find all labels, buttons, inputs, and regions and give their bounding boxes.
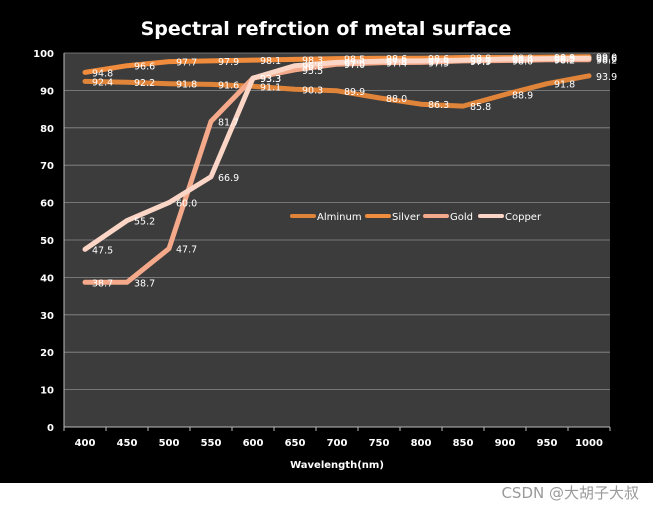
legend-label-aluminum: Alminum xyxy=(317,212,362,223)
data-label-silver: 94.8 xyxy=(92,68,113,79)
chart-title: Spectral refrction of metal surface xyxy=(141,18,512,40)
data-label-gold: 81.7 xyxy=(218,117,239,128)
x-tick-label: 550 xyxy=(201,438,222,449)
y-tick-label: 10 xyxy=(40,386,54,397)
x-tick-label: 800 xyxy=(411,438,432,449)
data-label-gold: 95.5 xyxy=(302,66,323,77)
data-label-silver: 98.1 xyxy=(260,56,281,67)
series-line-copper xyxy=(82,55,592,252)
x-tick-label: 600 xyxy=(243,438,264,449)
gridlines xyxy=(64,52,610,391)
data-label-copper: 97.9 xyxy=(428,57,449,68)
data-label-gold: 38.7 xyxy=(92,278,113,289)
data-label-silver: 97.7 xyxy=(176,58,197,69)
y-tick-label: 100 xyxy=(33,49,54,60)
data-label-gold: 98.2 xyxy=(554,56,575,67)
series-line-aluminum xyxy=(82,73,592,109)
data-label-silver: 98.6 xyxy=(428,54,449,65)
data-label-copper: 97.8 xyxy=(386,57,407,68)
x-axis-title: Wavelength(nm) xyxy=(290,460,384,471)
x-tick-label: 900 xyxy=(495,438,516,449)
data-label-gold: 98.0 xyxy=(512,56,533,67)
x-tick-label: 850 xyxy=(453,438,474,449)
legend-label-copper: Copper xyxy=(505,212,542,223)
data-label-copper: 98.4 xyxy=(512,55,533,66)
data-label-silver: 98.9 xyxy=(554,53,575,64)
data-label-gold: 93.3 xyxy=(260,74,281,85)
data-label-aluminum: 91.8 xyxy=(176,80,197,91)
axes: 0 10 20 30 40 50 60 70 80 90 100 400 450 500 550 600 650… xyxy=(33,49,611,449)
x-tick-label: 650 xyxy=(285,438,306,449)
legend-label-gold: Gold xyxy=(450,212,473,223)
data-label-copper: 60.0 xyxy=(176,199,197,210)
data-label-aluminum: 93.9 xyxy=(596,72,617,83)
y-tick-label: 40 xyxy=(40,273,54,284)
data-labels: 92.4 92.2 91.8 91.6 91.1 90.3 89.9 88.0 86.3 85.8… xyxy=(92,53,617,290)
data-label-silver: 98.3 xyxy=(302,55,323,66)
y-tick-label: 70 xyxy=(40,161,54,172)
data-label-gold: 97.0 xyxy=(344,60,365,71)
data-label-silver: 96.6 xyxy=(134,62,155,73)
x-tick-label: 950 xyxy=(537,438,558,449)
data-label-aluminum: 91.6 xyxy=(218,80,239,91)
data-label-copper: 97.5 xyxy=(344,58,365,69)
data-label-silver: 98.8 xyxy=(512,53,533,64)
x-tick-label: 500 xyxy=(159,438,180,449)
x-tick-label: 1000 xyxy=(575,438,603,449)
data-label-gold: 97.4 xyxy=(386,59,407,70)
data-label-silver: 99.0 xyxy=(596,53,617,64)
legend-label-silver: Silver xyxy=(392,212,421,223)
watermark: CSDN @大胡子大叔 xyxy=(501,484,639,502)
y-tick-label: 20 xyxy=(40,348,54,359)
x-tick-label: 750 xyxy=(369,438,390,449)
x-tick-label: 700 xyxy=(327,438,348,449)
data-label-copper: 98.6 xyxy=(596,54,617,65)
x-tick-label: 450 xyxy=(117,438,138,449)
data-label-copper: 93.3 xyxy=(260,74,281,85)
data-label-silver: 98.8 xyxy=(470,53,491,64)
data-label-copper: 98.5 xyxy=(554,55,575,66)
data-label-aluminum: 90.3 xyxy=(302,85,323,96)
data-label-gold: 38.7 xyxy=(134,278,155,289)
data-label-silver: 97.9 xyxy=(218,57,239,68)
data-label-aluminum: 88.9 xyxy=(512,91,533,102)
data-label-copper: 96.6 xyxy=(302,62,323,73)
data-label-copper: 98.1 xyxy=(470,56,491,67)
x-tick-label: 400 xyxy=(75,438,96,449)
y-tick-label: 60 xyxy=(40,199,54,210)
data-label-copper: 55.2 xyxy=(134,217,155,228)
data-label-gold: 97.9 xyxy=(470,57,491,68)
data-label-aluminum: 88.0 xyxy=(386,94,407,105)
chart-frame: 0 10 20 30 40 50 60 70 80 90 100 400 450 500 550 600 650… xyxy=(0,0,653,483)
data-label-copper: 66.9 xyxy=(218,173,239,184)
data-label-aluminum: 91.8 xyxy=(554,80,575,91)
data-label-copper: 47.5 xyxy=(92,245,113,256)
y-tick-label: 0 xyxy=(47,423,54,434)
data-label-aluminum: 91.1 xyxy=(260,82,281,93)
y-tick-label: 30 xyxy=(40,311,54,322)
data-label-aluminum: 92.4 xyxy=(92,77,113,88)
line-chart: 0 10 20 30 40 50 60 70 80 90 100 400 450 500 550 600 650… xyxy=(33,18,617,471)
legend: Alminum Silver Gold Copper xyxy=(290,212,542,223)
data-label-aluminum: 89.9 xyxy=(344,87,365,98)
y-tick-label: 50 xyxy=(40,236,54,247)
data-label-silver: 98.5 xyxy=(344,55,365,66)
data-label-gold: 98.2 xyxy=(596,56,617,67)
series-lines xyxy=(82,54,592,285)
y-tick-label: 90 xyxy=(40,86,54,97)
data-label-silver: 98.6 xyxy=(386,54,407,65)
data-label-aluminum: 85.8 xyxy=(470,102,491,113)
data-label-aluminum: 86.3 xyxy=(428,100,449,111)
data-label-aluminum: 92.2 xyxy=(134,78,155,89)
y-tick-label: 80 xyxy=(40,124,54,135)
data-label-gold: 97.5 xyxy=(428,58,449,69)
data-label-gold: 47.7 xyxy=(176,245,197,256)
